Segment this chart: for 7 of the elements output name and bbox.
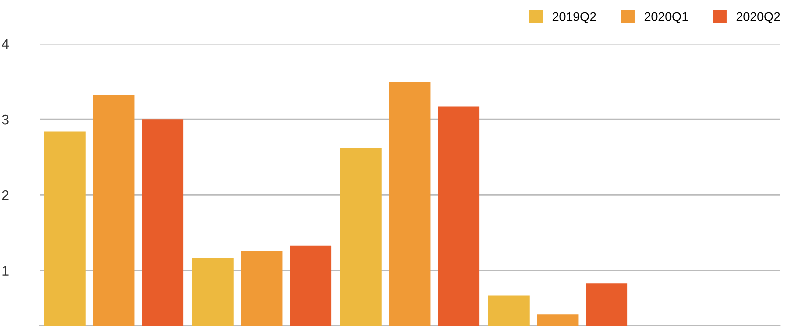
legend-label: 2020Q1: [644, 12, 688, 24]
y-tick-label: 3: [2, 114, 9, 125]
legend-label: 2020Q2: [736, 12, 780, 24]
y-tick-label: 4: [2, 39, 10, 50]
y-tick-label: 2: [2, 190, 9, 200]
legend-label: 2019Q2: [552, 12, 596, 24]
y-tick-label: 1: [2, 266, 9, 276]
